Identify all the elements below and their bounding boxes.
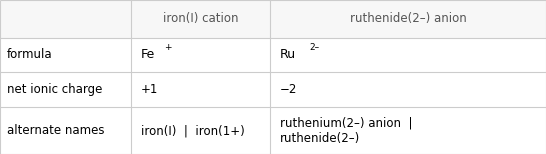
Text: Fe: Fe (141, 48, 155, 61)
Text: iron(I)  |  iron(1+): iron(I) | iron(1+) (141, 124, 245, 137)
Text: net ionic charge: net ionic charge (7, 83, 103, 96)
Text: +1: +1 (141, 83, 158, 96)
Text: ruthenide(2–) anion: ruthenide(2–) anion (350, 12, 466, 25)
Text: iron(I) cation: iron(I) cation (163, 12, 239, 25)
Text: 2–: 2– (309, 43, 319, 52)
Text: −2: −2 (280, 83, 298, 96)
Bar (0, 0, 546, 38)
Text: formula: formula (7, 48, 53, 61)
Text: +: + (164, 43, 171, 52)
Text: alternate names: alternate names (7, 124, 105, 137)
Text: ruthenide(2–): ruthenide(2–) (280, 132, 360, 145)
Text: Ru: Ru (280, 48, 296, 61)
Text: ruthenium(2–) anion  |: ruthenium(2–) anion | (280, 117, 413, 130)
